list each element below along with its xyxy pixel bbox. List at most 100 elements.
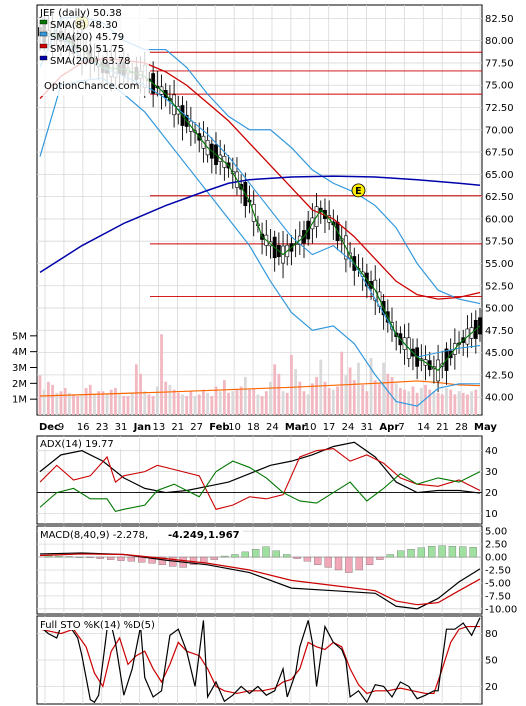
sma200-line [39,175,481,274]
volume-bar [453,394,457,415]
volume-bar [114,388,117,415]
volume-bar [243,377,247,415]
lower-tick-label: 20 [485,682,498,693]
lower-tick-label: 50 [485,656,498,667]
price-tick-label: 55.00 [485,259,514,270]
volume-bar [466,394,469,415]
volume-bar [348,367,352,415]
macd-histogram-bar [106,556,115,560]
price-tick-label: 52.50 [485,281,514,292]
macd-legend-signal: -4.249, [168,530,208,541]
volume-tick-label: 4M [12,347,27,358]
volume-bar [470,391,474,415]
macd-histogram-bar [345,556,353,573]
x-axis-label: 31 [115,422,128,433]
x-axis-label: 31 [361,422,374,433]
lower-tick-label: 0.00 [485,553,507,564]
macd-histogram-bar [272,550,281,558]
volume-bar [352,380,356,415]
volume-bar [155,386,159,415]
macd-histogram-bar [334,556,343,571]
macd-histogram-bar [314,556,322,565]
price-tick-label: 75.00 [485,81,514,92]
macd-histogram-bar [251,549,260,558]
volume-bar [474,389,478,415]
legend-entry: SMA(50) 51.75 [50,44,124,55]
volume-bar [214,386,218,415]
macd-legend-bg [38,527,243,540]
volume-bar [373,380,377,415]
volume-bar [331,389,335,415]
volume-bar [457,391,461,415]
volume-bar [189,391,193,415]
macd-histogram-bar [283,554,291,558]
x-axis-label: 24 [342,422,355,433]
lower-tick-label: -7.50 [485,591,511,602]
lower-tick-label: -5.00 [485,578,511,589]
macd-histogram-bar [293,556,301,559]
volume-bar [428,389,432,415]
legend-swatch [39,43,48,49]
volume-bar [72,394,75,415]
macd-histogram-bar [127,556,136,562]
volume-bar [319,359,323,415]
volume-bar [151,396,155,415]
volume-bar [210,396,214,415]
volume-bar [222,380,226,415]
macd-histogram-bar [438,545,446,558]
volume-bar [97,391,101,415]
volume-bar [118,394,122,415]
macd-legend-hist: 1.967 [208,530,240,541]
price-tick-label: 72.50 [485,103,514,114]
x-axis-label: 9 [58,422,64,433]
volume-bar [361,384,365,415]
volume-bar [260,396,264,415]
adx-legend-bg [38,437,130,449]
price-tick-label: 45.00 [485,348,514,359]
legend-entry: SMA(20) 45.79 [50,32,124,43]
volume-bar [143,391,147,415]
x-axis-label: Jan [133,422,152,433]
macd-histogram-bar [231,554,239,558]
legend-swatch [39,19,48,25]
volume-bar [294,369,298,415]
volume-bar [67,392,71,415]
volume-bar [436,392,440,415]
macd-histogram-bar [365,556,374,565]
adx-legend: ADX(14) 19.77 [40,439,114,450]
volume-bar [424,384,427,415]
lower-tick-label: 30 [485,467,498,478]
lower-tick-label: 80 [485,629,498,640]
price-tick-label: 67.50 [485,148,514,159]
macd-histogram-bar [459,546,467,558]
x-axis-label: 13 [152,422,165,433]
volume-bar [46,381,50,415]
volume-bar [310,383,314,415]
volume-bar [93,394,96,415]
price-tick-label: 42.50 [485,370,514,381]
volume-bar [172,389,176,415]
volume-bar [285,392,289,415]
price-legend-bg [39,6,149,96]
volume-bar [80,394,84,415]
macd-histogram-bar [117,556,125,561]
volume-bar [38,375,42,415]
volume-tick-label: 3M [12,363,27,374]
volume-bar [290,354,293,415]
volume-bar [302,391,306,415]
lower-tick-label: 2.50 [485,540,507,551]
volume-bar [252,388,256,415]
volume-bar [231,391,235,415]
volume-bar [42,389,46,415]
volume-bar [273,364,277,415]
price-tick-label: 62.50 [485,192,514,203]
macd-histogram-bar [324,556,332,568]
macd-histogram-bar [96,556,104,559]
volume-bar [344,375,348,415]
volume-bar [382,362,386,415]
volume-bar [277,373,281,415]
legend-swatch [39,31,48,37]
x-axis-label: 23 [96,422,109,433]
macd-histogram-bar [75,556,84,558]
macd-histogram-bar [386,554,394,558]
